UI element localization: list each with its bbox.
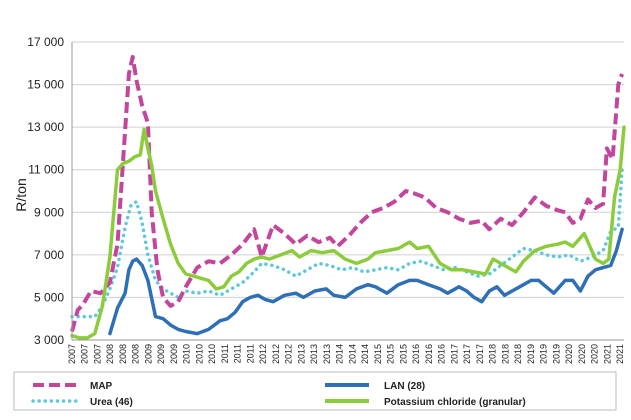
x-tick-label: 2021 xyxy=(615,344,625,364)
x-tick-label: 2020 xyxy=(577,344,587,364)
x-tick-label: 2016 xyxy=(411,344,421,364)
x-tick-label: 2007 xyxy=(67,344,77,364)
x-tick-label: 2011 xyxy=(220,344,230,363)
legend-item-lan: LAN (28) xyxy=(325,381,425,392)
x-tick-label: 2018 xyxy=(500,344,510,364)
x-tick-label: 2007 xyxy=(92,344,102,364)
series-line-potassium-chloride-granular xyxy=(70,125,626,340)
x-tick-label: 2020 xyxy=(564,344,574,364)
y-tick-labels: 3 000 5 000 7 000 9 000 11 000 13 000 15 000 17… xyxy=(27,35,64,347)
y-tick-label: 15 000 xyxy=(27,78,64,92)
x-tick-label: 2010 xyxy=(182,344,192,364)
legend-label-lan: LAN (28) xyxy=(384,381,425,392)
x-tick-label: 2018 xyxy=(513,344,523,364)
legend-item-map: MAP xyxy=(33,381,113,392)
x-tick-label: 2013 xyxy=(322,344,332,364)
y-tick-label: 7 000 xyxy=(34,248,64,262)
legend-item-urea: Urea (46) xyxy=(31,397,133,408)
x-tick-label: 2015 xyxy=(398,344,408,364)
series-line-map xyxy=(70,54,624,333)
gridlines xyxy=(72,41,624,298)
x-tick-label: 2011 xyxy=(245,344,255,363)
y-tick-label: 5 000 xyxy=(34,290,64,304)
x-tick-label: 2016 xyxy=(437,344,447,364)
x-tick-label: 2016 xyxy=(424,344,434,364)
y-tick-label: 11 000 xyxy=(28,163,64,177)
legend-label-map: MAP xyxy=(90,381,113,392)
x-tick-label: 2013 xyxy=(309,344,319,364)
x-tick-label: 2008 xyxy=(105,344,115,364)
x-tick-label: 2012 xyxy=(284,344,294,364)
x-tick-label: 2011 xyxy=(233,344,243,363)
x-tick-label: 2009 xyxy=(143,344,153,364)
x-tick-label: 2019 xyxy=(526,344,536,364)
x-tick-label: 2015 xyxy=(386,344,396,364)
x-tick-label: 2010 xyxy=(194,344,204,364)
x-tick-label: 2009 xyxy=(169,344,179,364)
y-tick-label: 3 000 xyxy=(34,333,64,347)
x-tick-label: 2015 xyxy=(373,344,383,364)
legend-label-potassium-chloride: Potassium chloride (granular) xyxy=(384,397,526,408)
x-tick-label: 2020 xyxy=(590,344,600,364)
x-tick-label: 2017 xyxy=(449,344,459,364)
x-tick-label: 2013 xyxy=(296,344,306,364)
x-tick-label: 2007 xyxy=(80,344,90,364)
x-tick-label: 2009 xyxy=(156,344,166,364)
x-tick-label: 2014 xyxy=(360,344,370,364)
x-tick-label: 2019 xyxy=(551,344,561,364)
x-tick-label: 2017 xyxy=(475,344,485,364)
x-tick-label: 2014 xyxy=(335,344,345,364)
x-tick-label: 2008 xyxy=(131,344,141,364)
axes xyxy=(71,42,624,341)
series-line-lan-28 xyxy=(108,227,624,336)
x-tick-label: 2021 xyxy=(602,344,612,364)
legend-label-urea: Urea (46) xyxy=(90,397,133,408)
x-tick-label: 2008 xyxy=(118,344,128,364)
x-tick-label: 2012 xyxy=(271,344,281,364)
x-tick-labels: 2007 2007 2007 2008 2008 2008 2009 2009 2009 2010… xyxy=(67,344,625,364)
legend-box xyxy=(13,371,617,411)
x-tick-label: 2012 xyxy=(258,344,268,364)
y-tick-label: 9 000 xyxy=(34,205,64,219)
y-tick-label: 13 000 xyxy=(27,120,64,134)
y-axis-title: R/ton xyxy=(13,178,29,211)
x-tick-label: 2018 xyxy=(488,344,498,364)
x-tick-label: 2017 xyxy=(462,344,472,364)
y-tick-label: 17 000 xyxy=(27,35,64,49)
legend-item-potassium-chloride: Potassium chloride (granular) xyxy=(325,397,526,408)
x-tick-label: 2010 xyxy=(207,344,217,364)
series-layer xyxy=(70,54,626,340)
x-tick-label: 2019 xyxy=(539,344,549,364)
x-tick-label: 2014 xyxy=(347,344,357,364)
